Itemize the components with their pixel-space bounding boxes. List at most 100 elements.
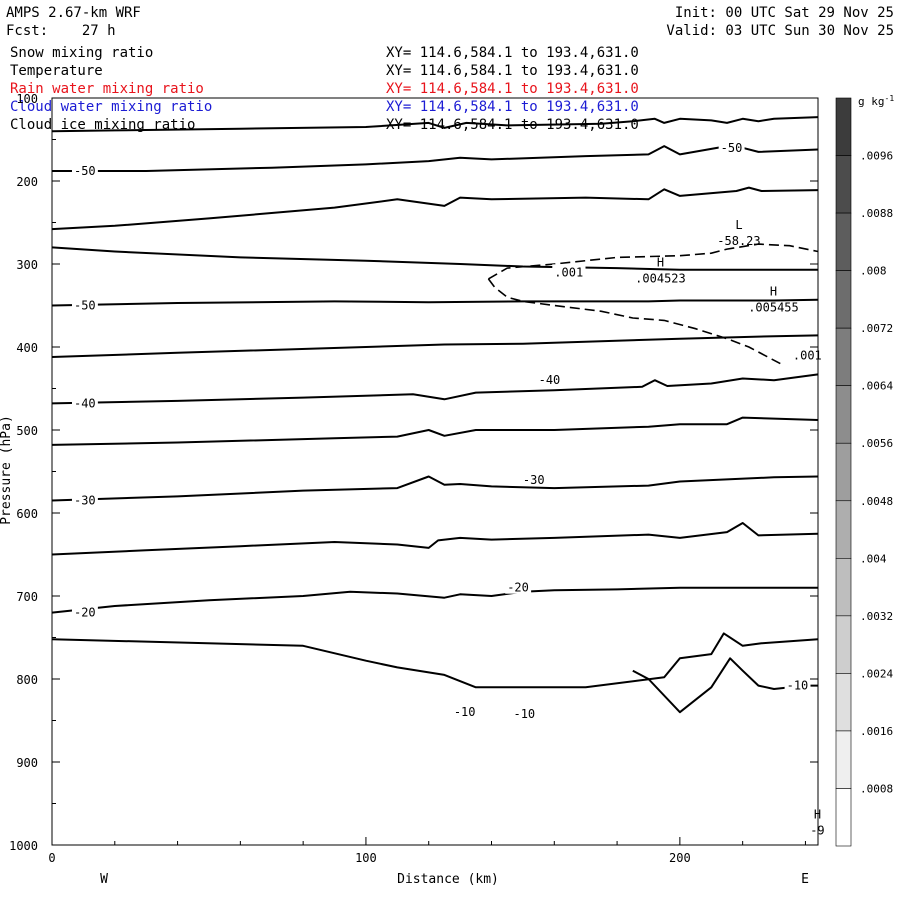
y-tick-label: 100 <box>16 92 38 106</box>
y-tick-label: 700 <box>16 590 38 604</box>
extremum-value: .005455 <box>748 300 799 314</box>
field-name: Rain water mixing ratio <box>10 81 204 97</box>
extremum-mark: H <box>657 255 664 269</box>
forecast-hour: Fcst: 27 h <box>6 22 116 40</box>
colorbar-swatch <box>835 327 852 386</box>
colorbar-swatch <box>835 500 852 559</box>
colorbar-swatch <box>835 673 852 732</box>
colorbar-unit: g kg-1 <box>858 94 894 108</box>
colorbar-swatch <box>835 730 852 789</box>
isotherm-line <box>51 522 819 556</box>
contour-label: -10 <box>787 679 809 693</box>
contour-label: -30 <box>523 473 545 487</box>
colorbar-swatch <box>835 615 852 674</box>
y-axis: 100 200 300 400 500 600 700 800 900 1000 <box>9 92 818 853</box>
field-name: Snow mixing ratio <box>10 45 154 61</box>
contour-label-background <box>71 492 98 507</box>
colorbar-label: .008 <box>860 265 887 278</box>
isotherm-line <box>51 586 818 614</box>
x-tick-label: 100 <box>355 851 377 865</box>
snow-contour-line <box>488 243 819 280</box>
y-tick-label: 200 <box>16 175 38 189</box>
contour-label: -50 <box>721 141 743 155</box>
y-tick-label: 300 <box>16 258 38 272</box>
y-tick-label: 1000 <box>9 839 38 853</box>
colorbar-label: .0072 <box>860 322 893 335</box>
valid-time: Valid: 03 UTC Sun 30 Nov 25 <box>666 23 894 39</box>
contour-label-background <box>552 264 586 279</box>
extremum-value: -9 <box>810 823 824 837</box>
contour-label-background <box>451 704 478 719</box>
extremum-mark: H <box>770 284 777 298</box>
colorbar-label: .004 <box>860 552 887 565</box>
colorbar-unit-exponent: -1 <box>885 94 895 103</box>
contour-label: -50 <box>74 299 96 313</box>
y-tick-label: 500 <box>16 424 38 438</box>
contour-label: -10 <box>513 707 535 721</box>
field-range: XY= 114.6,584.1 to 193.4,631.0 <box>386 81 639 97</box>
isotherm-line <box>51 186 819 231</box>
isotherm-line <box>51 632 819 689</box>
field-range: XY= 114.6,584.1 to 193.4,631.0 <box>386 63 639 79</box>
isotherm-line <box>51 116 819 133</box>
colorbar-label: .0056 <box>860 437 893 450</box>
field-name: Cloud water mixing ratio <box>10 99 213 115</box>
isotherm-line <box>51 246 818 271</box>
temperature-isotherms <box>51 116 819 714</box>
colorbar-swatch <box>835 385 852 444</box>
colorbar-label: .0024 <box>860 667 893 680</box>
contour-label-background <box>71 297 98 312</box>
colorbar-swatch <box>835 97 852 156</box>
contour-label-background <box>71 604 98 619</box>
contour-label: -20 <box>507 581 529 595</box>
isotherm-line <box>51 334 819 358</box>
colorbar-label: .0016 <box>860 725 893 738</box>
contour-label: -30 <box>74 494 96 508</box>
field-range: XY= 114.6,584.1 to 193.4,631.0 <box>386 45 639 61</box>
colorbar-swatch <box>835 442 852 502</box>
contour-label: .001 <box>793 348 822 362</box>
colorbar-swatch <box>835 155 852 214</box>
field-name: Cloud ice mixing ratio <box>10 117 196 133</box>
isotherm-line <box>51 298 819 307</box>
extremum-value: -58.23 <box>717 234 760 248</box>
contour-label: -40 <box>539 373 561 387</box>
extremum-mark: L <box>735 218 742 232</box>
contour-label-background <box>790 347 825 362</box>
plot-frame <box>51 97 819 846</box>
contour-label-background <box>536 372 563 387</box>
contour-label-background <box>71 163 98 178</box>
y-tick-label: 400 <box>16 341 38 355</box>
extremum-mark: H <box>814 807 821 821</box>
colorbar-unit-text: g kg <box>858 95 885 108</box>
y-axis-label: Pressure (hPa) <box>0 415 14 525</box>
colorbar-swatch <box>835 558 852 617</box>
contour-label: -10 <box>454 705 476 719</box>
colorbar-label: .0032 <box>860 610 893 623</box>
x-tick-label: 200 <box>669 851 691 865</box>
field-name: Temperature <box>10 63 103 79</box>
x-axis-label: Distance (km) <box>397 872 499 887</box>
colorbar-label: .0048 <box>860 495 893 508</box>
colorbar-label: .0088 <box>860 207 893 220</box>
x-tick-label: 0 <box>48 851 55 865</box>
west-label: W <box>100 872 108 887</box>
y-tick-label: 900 <box>16 756 38 770</box>
colorbar-swatch <box>835 212 852 271</box>
isotherm-line <box>51 475 819 502</box>
contour-label: -20 <box>74 606 96 620</box>
contour-label: .001 <box>554 265 583 279</box>
contour-label-background <box>718 139 745 154</box>
snow-contour-line <box>487 278 781 365</box>
isotherm-line <box>51 416 819 446</box>
field-range: XY= 114.6,584.1 to 193.4,631.0 <box>386 99 639 115</box>
y-tick-label: 600 <box>16 507 38 521</box>
forecast-value: 27 h <box>81 23 116 39</box>
forecast-label: Fcst: <box>6 23 49 39</box>
colorbar-label: .0008 <box>860 782 893 795</box>
colorbar: .0096 .0088 .008 .0072 .0064 .0056 .0048 .004 .0… <box>835 97 893 847</box>
extremum-value: .004523 <box>635 271 686 285</box>
contour-labels: -50 -50 -50 -40 -40 -30 -30 -20 -20 -10 -10 -10 .001… <box>71 139 825 721</box>
contour-label-background <box>520 471 547 486</box>
